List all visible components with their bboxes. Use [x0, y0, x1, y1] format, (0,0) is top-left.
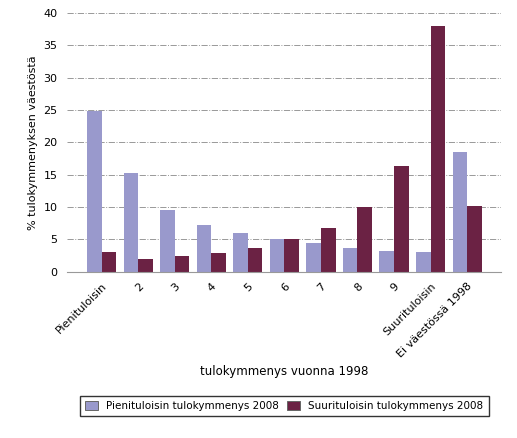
- Bar: [357, 207, 372, 272]
- Bar: [101, 252, 116, 272]
- Bar: [196, 225, 211, 272]
- Bar: [270, 239, 284, 272]
- Bar: [175, 256, 189, 272]
- Bar: [306, 243, 321, 272]
- Bar: [284, 239, 299, 272]
- Bar: [233, 233, 248, 272]
- Y-axis label: % tulokymmenyksen väestöstä: % tulokymmenyksen väestöstä: [28, 55, 38, 230]
- Bar: [467, 206, 482, 272]
- X-axis label: tulokymmenys vuonna 1998: tulokymmenys vuonna 1998: [200, 365, 369, 378]
- Bar: [87, 111, 101, 272]
- Bar: [416, 252, 431, 272]
- Bar: [321, 228, 336, 272]
- Bar: [211, 254, 226, 272]
- Bar: [124, 173, 138, 272]
- Bar: [431, 26, 445, 272]
- Bar: [138, 258, 153, 272]
- Bar: [248, 248, 263, 272]
- Legend: Pienituloisin tulokymmenys 2008, Suurituloisin tulokymmenys 2008: Pienituloisin tulokymmenys 2008, Suuritu…: [80, 396, 489, 416]
- Bar: [379, 251, 394, 272]
- Bar: [452, 152, 467, 272]
- Bar: [394, 166, 408, 272]
- Bar: [160, 210, 175, 272]
- Bar: [343, 247, 357, 272]
